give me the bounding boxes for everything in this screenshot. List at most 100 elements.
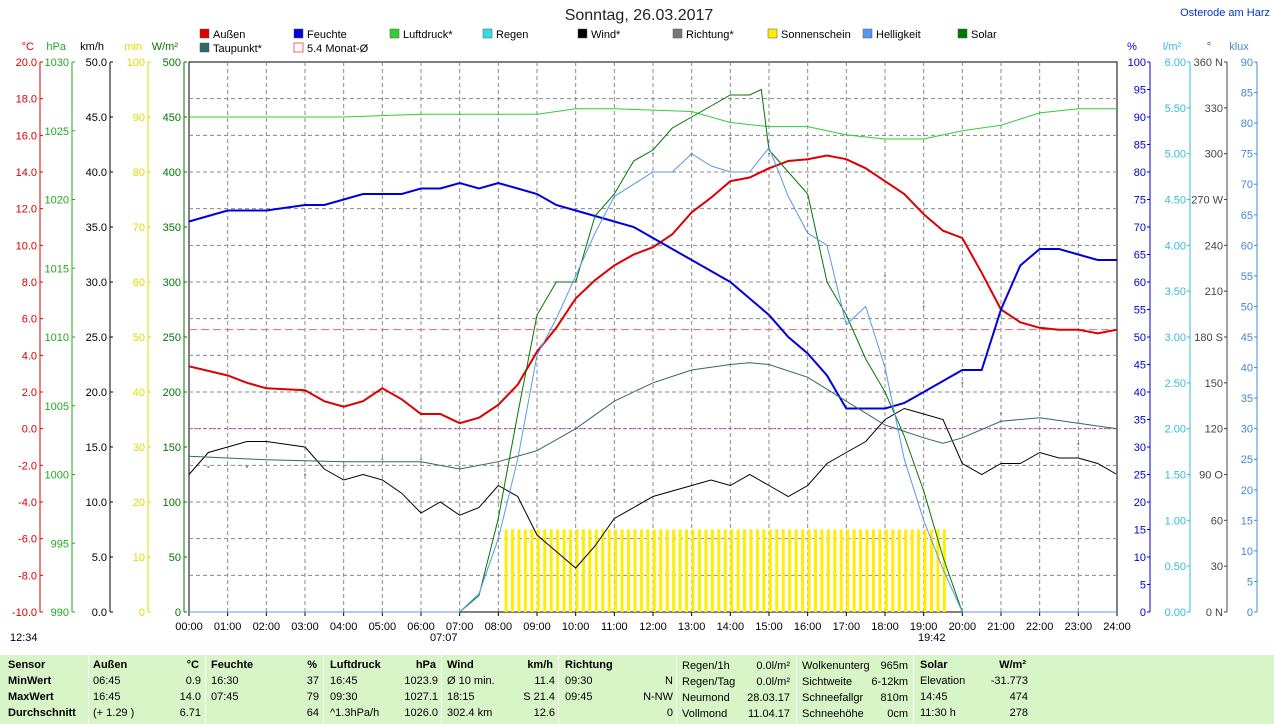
sunshine-bar [897,529,901,612]
chart-title: Sonntag, 26.03.2017 [565,7,714,24]
right-axis-label: 30 [1241,424,1253,436]
legend-swatch [389,28,400,39]
left-axis-label: 12.0 [16,204,37,216]
right-axis-label: 3.50 [1165,286,1186,298]
table-row: Regen/Tag 0.0l/m² [682,674,790,690]
right-axis-label: 0.50 [1165,561,1186,573]
table-cell: Neumond [682,692,730,704]
direction-point [806,152,809,155]
direction-point [246,465,248,468]
x-tick-label: 20:00 [949,621,977,633]
legend-swatch [199,42,210,53]
x-tick-label: 02:00 [253,621,281,633]
table-row: Vollmond 11.04.17 [682,706,790,722]
table-cell: 11.04.17 [747,708,790,720]
x-tick-label: 17:00 [833,621,861,633]
table-cell: Ø 10 min. [447,675,495,687]
right-axis-label: 80 [1241,118,1253,130]
sunshine-bar [697,529,701,612]
right-axis-label: 35 [1241,393,1253,405]
left-axis-label: 10 [133,552,145,564]
sunshine-bar [588,529,592,612]
table-row: Regen/1h 0.0l/m² [682,658,790,674]
sunshine-bar [859,529,863,612]
right-axis-label: 210 [1205,286,1223,298]
table-cell: 0.0l/m² [756,660,790,672]
right-axis-label: 4.50 [1165,195,1186,207]
left-axis-label: -10.0 [12,607,37,619]
table-cell: 0 [666,707,673,719]
left-axis-label: 5.0 [92,552,107,564]
left-axis-label: 16.0 [16,130,37,142]
table-cell: -31.773 [990,675,1028,687]
table-cell: °C [186,659,199,671]
right-axis-label: 150 [1205,378,1223,390]
left-axis-label: 500 [163,57,181,69]
sunshine-bar [755,529,759,612]
left-axis-label: 60 [133,277,145,289]
table-cell: 09:30 [330,691,358,703]
right-axis-label: 15 [1241,515,1253,527]
table-row: Sichtweite 6-12km [802,674,908,690]
right-axis-label: 330 [1205,103,1223,115]
sunshine-bar [549,529,553,612]
table-cell: 11.4 [534,675,555,687]
column-separator [88,655,89,724]
legend-label: Taupunkt* [213,43,263,55]
sunshine-bar [530,529,534,612]
column-separator [796,655,797,724]
x-tick-label: 18:00 [871,621,899,633]
table-cell: ^1.3hPa/h [330,707,380,719]
sunshine-bar [917,529,921,612]
sunshine-bar [865,529,869,612]
left-axis-label: -2.0 [18,460,37,472]
direction-point [1077,442,1080,445]
right-axis-label: 40 [1134,387,1146,399]
sunshine-bar [614,529,618,612]
sunshine-bar [820,529,824,612]
richtung-column: Richtung 09:30 N 09:45 N-NW 0 [565,657,675,721]
table-row: Wolkenunterg 965m [802,658,908,674]
sunshine-bar [543,529,547,612]
direction-point [207,465,210,468]
table-cell: (+ 1.29 ) [93,707,135,719]
table-cell: 64 [306,707,319,719]
left-axis-label: 18.0 [16,94,37,106]
series-line-6 [189,146,1117,613]
table-cell: 28.03.17 [747,692,790,704]
legend-swatch [482,28,493,39]
table-cell: Wind [447,659,474,671]
table-cell: Richtung [565,659,613,671]
x-tick-label: 05:00 [369,621,397,633]
sunrise-label: 07:07 [430,632,458,644]
series-line-3 [188,407,1118,569]
right-axis-label: 65 [1241,210,1253,222]
right-axis-label: 45 [1241,332,1253,344]
x-tick-label: 04:00 [330,621,358,633]
direction-point [652,152,654,155]
table-cell: 474 [1009,691,1028,703]
sunshine-bar [884,529,888,612]
legend-swatch [199,28,210,39]
direction-point [729,137,732,140]
sunshine-bar [678,529,682,612]
right-axis-label: 50 [1134,332,1146,344]
left-axis-label: 250 [163,332,181,344]
right-axis-label: 30 [1211,561,1223,573]
sunshine-bar [923,529,927,612]
feuchte-column: Feuchte% 16:30 37 07:45 79 64 [211,657,321,721]
right-axis-label: 300 [1205,149,1223,161]
right-axis-label: 4.00 [1165,240,1186,252]
sunshine-bar [646,529,650,612]
left-axis-label: 990 [51,607,69,619]
right-axis-label: 70 [1241,179,1253,191]
direction-point [304,473,306,476]
table-cell: 278 [1009,707,1028,719]
series-line-4 [188,362,1118,470]
x-tick-label: 15:00 [755,621,783,633]
x-tick-label: 19:00 [910,621,938,633]
left-axis-label: -8.0 [18,570,37,582]
sunshine-bar [762,529,766,612]
legend-label: Helligkeit [876,29,921,41]
sunshine-bar [833,529,837,612]
